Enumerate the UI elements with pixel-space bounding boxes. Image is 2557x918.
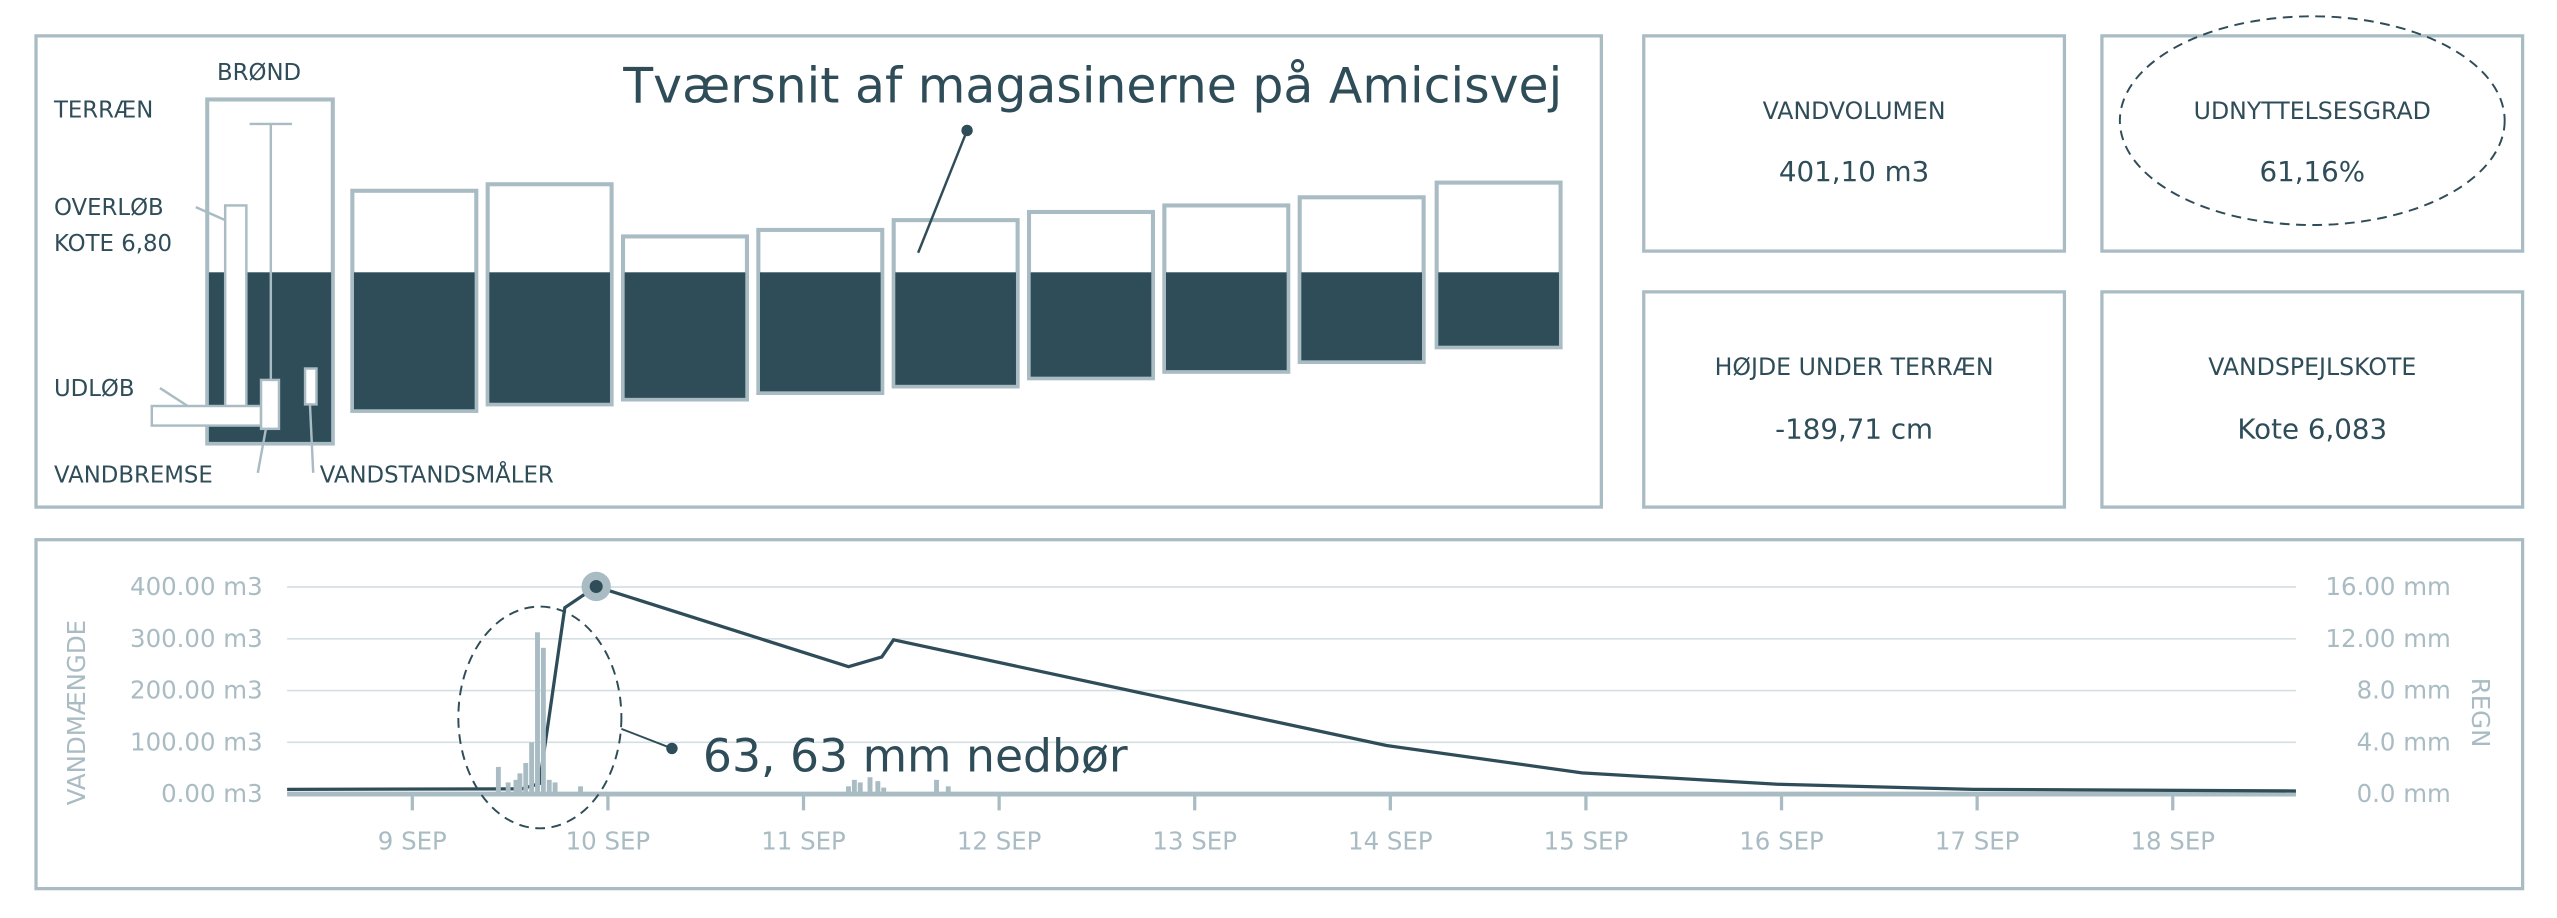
y-tick-label: 0.00 m3 (161, 779, 263, 808)
card-title: UDNYTTELSESGRAD (2194, 97, 2431, 125)
x-tick-label: 18 SEP (2130, 827, 2215, 856)
magazine-water (1030, 272, 1152, 377)
annotation-dot (666, 742, 678, 755)
card-value: 401,10 m3 (1779, 155, 1929, 188)
rain-bar (934, 779, 939, 795)
rain-bar (517, 773, 523, 795)
y2-tick-label: 4.0 mm (2357, 727, 2451, 756)
label: VANDSTANDSMÅLER (320, 461, 554, 489)
y-tick-label: 300.00 m3 (130, 624, 263, 653)
callouts (159, 124, 973, 474)
highlight-ellipse (2118, 15, 2506, 226)
label: VANDBREMSE (54, 463, 213, 489)
x-tick-label: 13 SEP (1152, 827, 1237, 856)
y2-tick-label: 12.00 mm (2326, 624, 2451, 653)
brake (259, 378, 281, 431)
magazine-water (1301, 272, 1422, 361)
y-tick-label: 100.00 m3 (130, 727, 263, 756)
y2-axis-title: REGN (2466, 678, 2495, 748)
rain-bar (505, 782, 511, 795)
magazine-water (1165, 272, 1287, 371)
x-tick-label: 10 SEP (566, 827, 651, 856)
card-value: -189,71 cm (1775, 413, 1933, 446)
label: OVERLØB (54, 195, 164, 221)
card (1642, 34, 2067, 253)
magazines (350, 180, 1563, 413)
magazine-water (1438, 272, 1559, 346)
label: KOTE 6,80 (54, 231, 172, 257)
magazine-water (895, 272, 1016, 385)
rain-bar (546, 779, 552, 795)
card-title: HØJDE UNDER TERRÆN (1715, 353, 1994, 381)
x-tick-label: 12 SEP (957, 827, 1042, 856)
y-tick-label: 400.00 m3 (130, 572, 263, 601)
leader (195, 205, 226, 222)
x-tick-label: 11 SEP (761, 827, 846, 856)
y2-tick-label: 0.0 mm (2357, 779, 2451, 808)
title-pointer (917, 129, 969, 254)
card-title: VANDVOLUMEN (1763, 97, 1946, 125)
leader (308, 404, 315, 473)
x-tick-label: 9 SEP (378, 827, 447, 856)
x-tick-label: 15 SEP (1544, 827, 1629, 856)
rain-bar (495, 766, 501, 795)
rain-bar (945, 786, 951, 795)
rain-bar (857, 782, 863, 795)
card (2100, 290, 2525, 509)
rain-bar (851, 779, 857, 795)
rain-bar (578, 786, 583, 795)
annotation-leader (621, 727, 673, 750)
rain-bar (513, 779, 519, 795)
rain-bar (875, 781, 881, 795)
rain-bar (523, 763, 529, 795)
magazine-water (489, 272, 610, 403)
y2-tick-label: 16.00 mm (2326, 572, 2451, 601)
card-value: Kote 6,083 (2237, 413, 2387, 446)
rain-bar (529, 742, 535, 795)
rain-bar (867, 777, 873, 795)
annotation: 63, 63 mm nedbør (703, 729, 1128, 782)
x-tick-label: 14 SEP (1348, 827, 1433, 856)
card (1642, 290, 2067, 509)
overflow-pipe (223, 204, 248, 409)
rain-bar (540, 647, 546, 795)
y2-tick-label: 8.0 mm (2357, 676, 2451, 705)
magazine-water (624, 272, 746, 398)
cross-section-panel (34, 34, 1603, 509)
volume-line (287, 584, 2296, 793)
label: UDLØB (54, 376, 135, 402)
chart: 0.00 m3 100.00 m3 200.00 m3 300.00 m3 400.00… (130, 571, 2451, 856)
well (150, 97, 335, 446)
leader (256, 428, 268, 474)
card (2100, 34, 2525, 253)
rain-bar (846, 786, 851, 795)
leader (159, 387, 189, 408)
chart-panel (34, 538, 2525, 891)
cross-section-title: Tværsnit af magasinerne på Amicisvej (622, 58, 1562, 115)
y-tick-label: 200.00 m3 (130, 676, 263, 705)
pointer-dot (961, 124, 973, 137)
magazine-water (759, 272, 881, 392)
peak-dot (589, 579, 603, 594)
card-value: 61,16% (2259, 155, 2365, 188)
gauge (303, 367, 318, 406)
rain-bar (881, 787, 887, 795)
label: BRØND (217, 60, 301, 86)
label: TERRÆN (53, 97, 153, 123)
magazine-water (353, 272, 475, 410)
rain-bar (535, 632, 540, 795)
outlet-pipe (150, 404, 263, 427)
x-tick-label: 17 SEP (1935, 827, 2020, 856)
y-axis-title: VANDMÆNGDE (62, 620, 91, 805)
card-title: VANDSPEJLSKOTE (2208, 353, 2416, 381)
x-tick-label: 16 SEP (1739, 827, 1824, 856)
rain-bar (552, 782, 558, 795)
rain-ellipse (457, 605, 623, 830)
